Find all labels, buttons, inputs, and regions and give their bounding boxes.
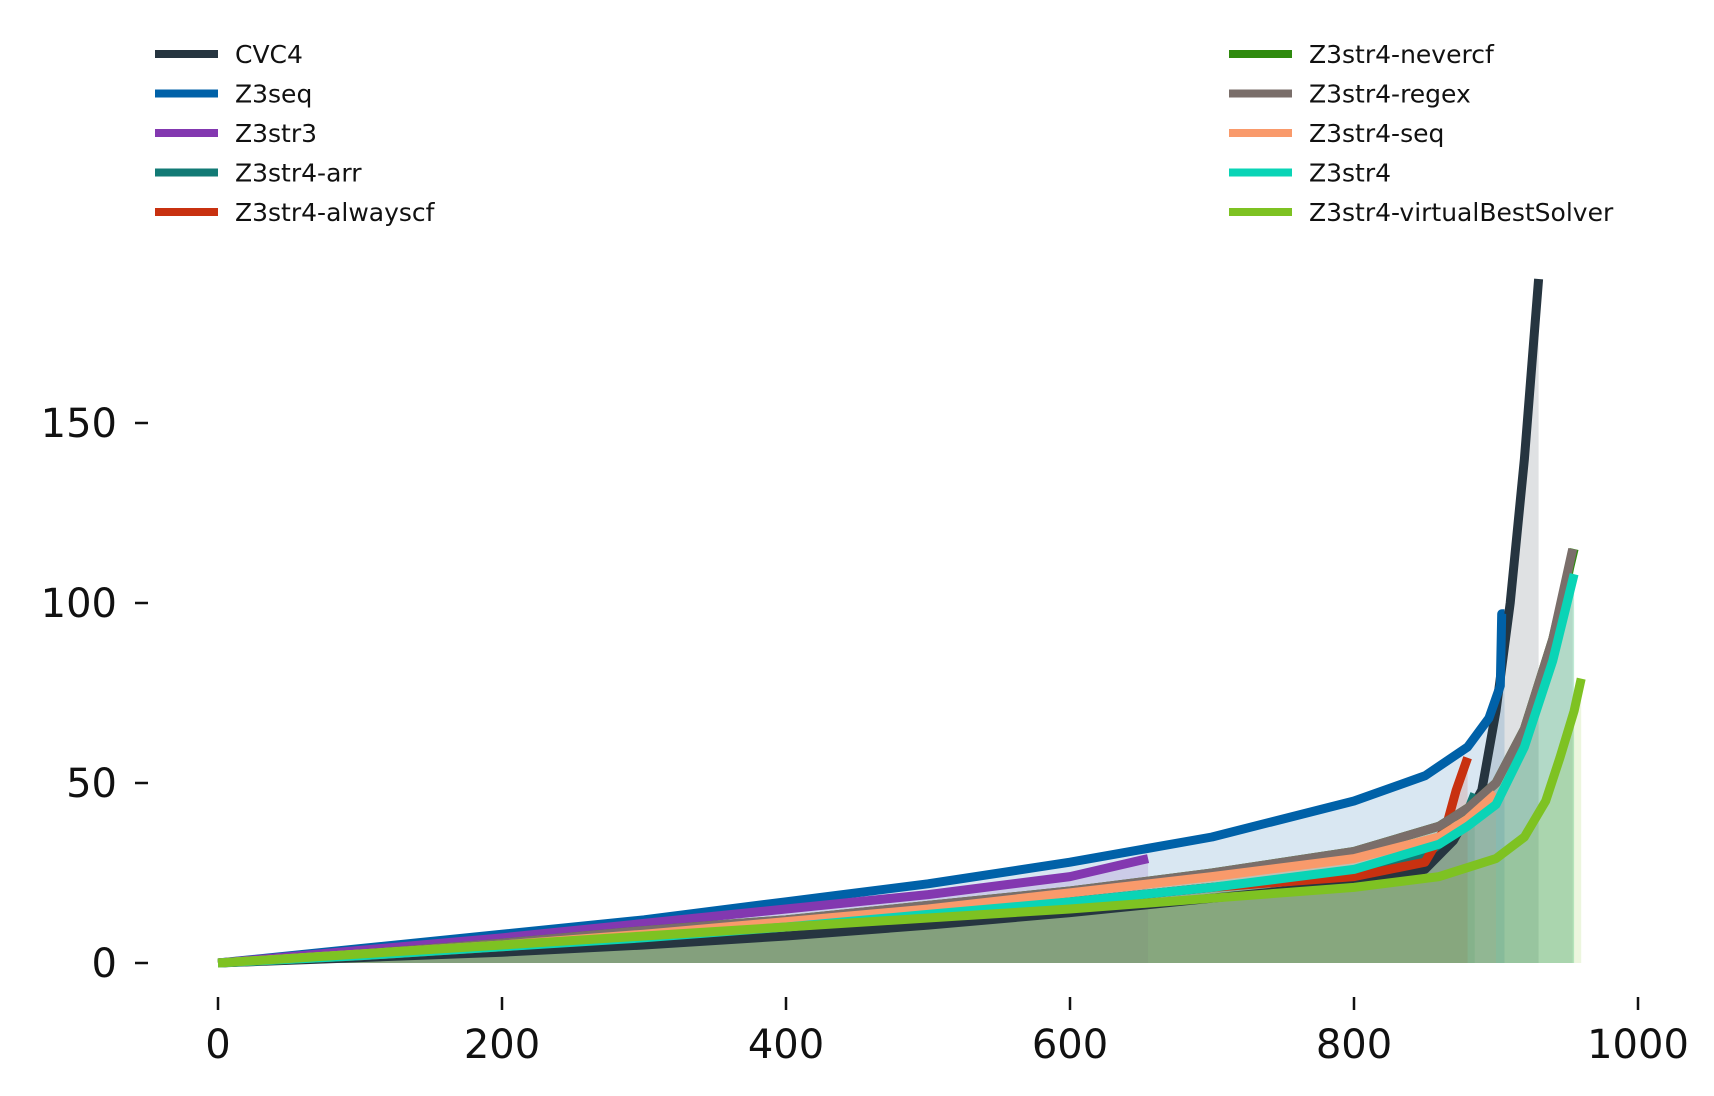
area-z3str4-virtualbestsolver bbox=[218, 678, 1582, 963]
legend-label-cvc4: CVC4 bbox=[235, 40, 303, 69]
legend-label-z3str3: Z3str3 bbox=[235, 119, 317, 148]
area-z3str3 bbox=[218, 858, 1149, 963]
y-axis: 0 50 100 150 bbox=[41, 401, 148, 987]
legend-label-z3str4-regex: Z3str4-regex bbox=[1309, 80, 1471, 109]
legend: CVC4 Z3seq Z3str3 Z3str4-arr Z3str4-alwayscf… bbox=[155, 40, 1614, 227]
x-axis: 0 200 400 600 800 1000 bbox=[205, 997, 1689, 1068]
x-tick-label: 1000 bbox=[1587, 1022, 1689, 1068]
legend-label-z3str4-arr: Z3str4-arr bbox=[235, 159, 362, 188]
legend-label-z3seq: Z3seq bbox=[235, 80, 312, 109]
x-tick-label: 600 bbox=[1032, 1022, 1108, 1068]
x-tick-label: 200 bbox=[464, 1022, 540, 1068]
x-tick-label: 400 bbox=[748, 1022, 824, 1068]
area-z3str4-nevercf bbox=[218, 549, 1575, 963]
area-cvc4 bbox=[218, 279, 1539, 963]
legend-label-z3str4-virtualbestsolver: Z3str4-virtualBestSolver bbox=[1309, 198, 1614, 227]
legend-label-z3str4-alwayscf: Z3str4-alwayscf bbox=[235, 198, 436, 227]
y-tick-label: 100 bbox=[41, 581, 117, 627]
y-tick-label: 150 bbox=[41, 401, 117, 447]
area-z3str4 bbox=[218, 574, 1575, 963]
y-tick-label: 0 bbox=[92, 941, 117, 987]
series-line-z3str4-virtualbestsolver bbox=[217, 677, 1586, 968]
legend-label-z3str4-seq: Z3str4-seq bbox=[1309, 119, 1444, 148]
y-tick-label: 50 bbox=[66, 761, 117, 807]
legend-label-z3str4: Z3str4 bbox=[1309, 159, 1391, 188]
series-lines bbox=[217, 278, 1586, 968]
area-z3str4-arr bbox=[218, 793, 1475, 963]
area-z3str4-seq bbox=[218, 793, 1496, 963]
x-tick-label: 800 bbox=[1316, 1022, 1392, 1068]
x-tick-label: 0 bbox=[205, 1022, 230, 1068]
legend-label-z3str4-nevercf: Z3str4-nevercf bbox=[1309, 40, 1495, 69]
area-z3str4-alwayscf bbox=[218, 757, 1468, 963]
area-z3str4-regex bbox=[218, 549, 1573, 963]
